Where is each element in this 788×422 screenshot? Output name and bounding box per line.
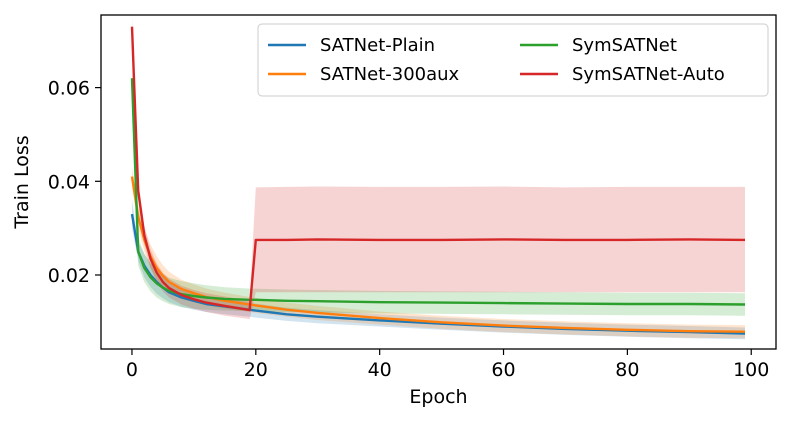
x-tick-label: 0	[126, 359, 138, 381]
legend-label-2: SymSATNet	[572, 35, 677, 56]
x-tick-label: 40	[368, 359, 392, 381]
y-tick-label: 0.06	[48, 78, 90, 100]
x-tick-label: 60	[491, 359, 515, 381]
band-3	[132, 17, 745, 320]
band-2	[132, 68, 745, 316]
y-tick-label: 0.04	[48, 171, 90, 193]
legend-label-0: SATNet-Plain	[320, 35, 435, 56]
legend: SATNet-Plain SATNet-300aux SymSATNet SymSAT…	[257, 23, 769, 97]
series-lines	[130, 26, 746, 335]
legend-label-1: SATNet-300aux	[320, 64, 460, 85]
legend-box	[257, 23, 769, 97]
x-tick-label: 100	[733, 359, 769, 381]
series-line-2	[130, 78, 746, 306]
y-tick-label: 0.02	[48, 265, 90, 287]
series-line-3	[130, 26, 746, 312]
legend-label-3: SymSATNet-Auto	[572, 64, 725, 85]
plot-frame	[100, 14, 777, 350]
series-line-1	[130, 176, 746, 333]
x-axis-label: Epoch	[409, 386, 467, 408]
x-axis-ticks: 0 20 40 60 80 100	[126, 349, 769, 381]
x-tick-label: 20	[244, 359, 268, 381]
y-axis-ticks: 0.02 0.04 0.06	[48, 78, 101, 287]
y-axis-label: Train Loss	[11, 135, 33, 229]
confidence-bands	[132, 17, 745, 340]
x-tick-label: 80	[615, 359, 639, 381]
